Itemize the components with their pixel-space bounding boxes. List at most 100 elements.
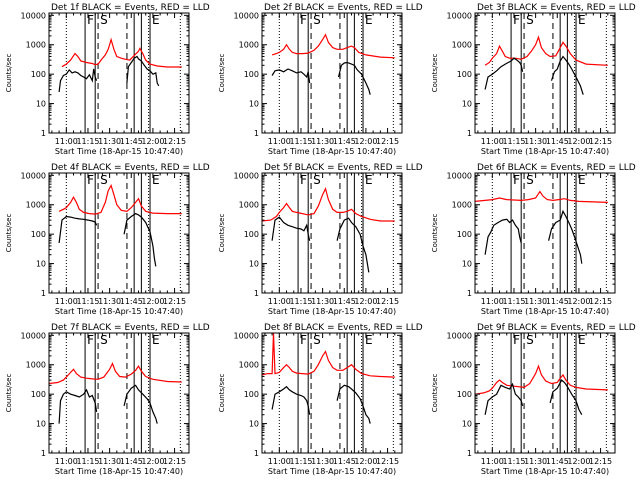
y-tick-label: 100 xyxy=(457,70,472,79)
y-axis-label: Counts/sec xyxy=(5,374,13,413)
y-tick-label: 10 xyxy=(249,260,259,269)
x-tick-label: 12:15 xyxy=(163,137,186,146)
lld-series-line xyxy=(271,33,395,59)
x-tick-label: 12:15 xyxy=(163,457,186,466)
x-tick-label: 11:00 xyxy=(481,137,504,146)
y-tick-label: 10000 xyxy=(21,171,46,180)
panel-title: Det 3f BLACK = Events, RED = LLD xyxy=(477,3,636,13)
x-tick-label: 12:15 xyxy=(376,137,399,146)
marker-letter-f: F xyxy=(513,333,520,347)
x-tick-label: 12:15 xyxy=(376,297,399,306)
marker-letter-f: F xyxy=(87,333,94,347)
y-tick-label: 10 xyxy=(462,260,472,269)
panel-title: Det 2f BLACK = Events, RED = LLD xyxy=(264,3,423,13)
x-tick-label: 11:00 xyxy=(268,457,291,466)
x-tick-label: 12:00 xyxy=(567,297,590,306)
x-tick-label: 11:15 xyxy=(289,137,312,146)
lld-series-line xyxy=(484,35,608,66)
marker-letter-s: S xyxy=(100,13,108,27)
y-tick-label: 1000 xyxy=(452,41,472,50)
marker-letter-e: E xyxy=(365,13,373,27)
plot-frame xyxy=(474,12,616,134)
plot-frame xyxy=(48,332,190,454)
plot-frame xyxy=(261,12,403,134)
y-tick-label: 1 xyxy=(254,289,259,298)
marker-letter-s: S xyxy=(526,13,534,27)
x-axis-label: Start Time (18-Apr-15 10:47:40) xyxy=(481,147,609,156)
y-tick-label: 1000 xyxy=(239,201,259,210)
y-axis-label: Counts/sec xyxy=(5,214,13,253)
x-tick-label: 12:00 xyxy=(567,457,590,466)
x-tick-label: 11:45 xyxy=(546,297,569,306)
x-tick-label: 11:30 xyxy=(311,297,334,306)
y-axis-label: Counts/sec xyxy=(218,54,226,93)
x-tick-label: 11:45 xyxy=(546,457,569,466)
x-tick-label: 11:15 xyxy=(289,457,312,466)
y-tick-label: 10 xyxy=(462,100,472,109)
y-tick-label: 1000 xyxy=(26,361,46,370)
y-tick-label: 1 xyxy=(467,289,472,298)
y-tick-label: 10000 xyxy=(447,11,472,20)
lld-series-line xyxy=(49,361,182,385)
x-tick-label: 11:30 xyxy=(311,137,334,146)
events-series-line xyxy=(484,379,583,415)
y-tick-label: 10 xyxy=(462,420,472,429)
marker-letter-f: F xyxy=(87,173,94,187)
plot-frame xyxy=(48,12,190,134)
x-tick-label: 11:00 xyxy=(268,137,291,146)
x-tick-label: 12:00 xyxy=(567,137,590,146)
plot-frame xyxy=(261,172,403,294)
x-tick-label: 11:15 xyxy=(502,137,525,146)
y-tick-label: 100 xyxy=(244,70,259,79)
events-series-line xyxy=(271,216,370,273)
marker-letter-s: S xyxy=(313,333,321,347)
marker-letter-e: E xyxy=(152,333,160,347)
marker-letter-s: S xyxy=(100,333,108,347)
y-tick-label: 10 xyxy=(36,100,46,109)
plot-frame xyxy=(474,172,616,294)
panel-title: Det 9f BLACK = Events, RED = LLD xyxy=(477,323,636,333)
x-tick-label: 11:15 xyxy=(502,457,525,466)
events-series-line xyxy=(58,55,160,92)
lld-series-line xyxy=(262,186,395,222)
x-axis-label: Start Time (18-Apr-15 10:47:40) xyxy=(481,467,609,476)
panel-title: Det 8f BLACK = Events, RED = LLD xyxy=(264,323,423,333)
y-tick-label: 10 xyxy=(249,420,259,429)
x-axis-label: Start Time (18-Apr-15 10:47:40) xyxy=(268,467,396,476)
y-tick-label: 100 xyxy=(31,390,46,399)
events-series-line xyxy=(58,212,157,267)
x-tick-label: 11:00 xyxy=(481,297,504,306)
x-tick-label: 11:15 xyxy=(289,297,312,306)
x-tick-label: 11:30 xyxy=(98,137,121,146)
x-tick-label: 12:00 xyxy=(141,137,164,146)
y-axis-label: Counts/sec xyxy=(218,214,226,253)
marker-letter-f: F xyxy=(300,173,307,187)
y-tick-label: 1 xyxy=(41,449,46,458)
lld-series-line xyxy=(58,183,182,215)
y-tick-label: 1 xyxy=(467,129,472,138)
marker-letter-e: E xyxy=(578,173,586,187)
x-axis-label: Start Time (18-Apr-15 10:47:40) xyxy=(55,467,183,476)
x-tick-label: 11:15 xyxy=(76,137,99,146)
plot-frame xyxy=(261,332,403,454)
panel-title: Det 6f BLACK = Events, RED = LLD xyxy=(477,163,636,173)
y-tick-label: 10 xyxy=(36,420,46,429)
x-tick-label: 11:00 xyxy=(481,457,504,466)
x-tick-label: 12:00 xyxy=(354,457,377,466)
y-tick-label: 100 xyxy=(244,230,259,239)
x-tick-label: 11:45 xyxy=(120,457,143,466)
x-tick-label: 12:00 xyxy=(354,137,377,146)
marker-letter-e: E xyxy=(152,173,160,187)
x-tick-label: 11:45 xyxy=(333,297,356,306)
panel-title: Det 1f BLACK = Events, RED = LLD xyxy=(51,3,210,13)
marker-letter-s: S xyxy=(313,173,321,187)
marker-letter-s: S xyxy=(313,13,321,27)
y-tick-label: 1 xyxy=(254,129,259,138)
y-tick-label: 10000 xyxy=(21,331,46,340)
